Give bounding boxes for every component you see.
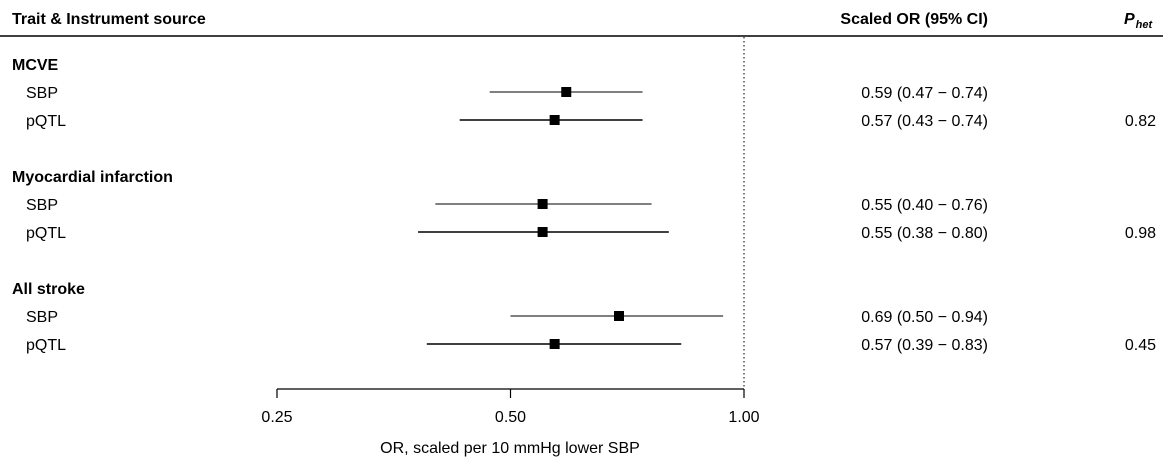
- or-ci-text: 0.55 (0.38 − 0.80): [861, 225, 988, 242]
- header-trait-label: Trait & Instrument source: [12, 11, 206, 28]
- row-label: SBP: [26, 85, 58, 102]
- group-title: Myocardial infarction: [12, 169, 173, 186]
- row-label: pQTL: [26, 113, 66, 130]
- row-label: SBP: [26, 309, 58, 326]
- point-estimate: [549, 115, 560, 125]
- row-label: pQTL: [26, 337, 66, 354]
- x-tick-label: 1.00: [728, 409, 759, 426]
- row-label: pQTL: [26, 225, 66, 242]
- x-axis: 0.25 0.50 1.00: [261, 388, 760, 426]
- header-phet-label: Phet: [1124, 11, 1154, 31]
- or-ci-text: 0.57 (0.39 − 0.83): [861, 337, 988, 354]
- x-tick-label: 0.25: [261, 409, 292, 426]
- or-ci-text: 0.69 (0.50 − 0.94): [861, 309, 988, 326]
- x-axis-label: OR, scaled per 10 mmHg lower SBP: [380, 440, 640, 457]
- point-estimate: [614, 311, 625, 321]
- point-estimate: [537, 227, 548, 237]
- x-tick-label: 0.50: [495, 409, 526, 426]
- point-estimate: [537, 199, 548, 209]
- row-label: SBP: [26, 197, 58, 214]
- group-title: MCVE: [12, 57, 59, 74]
- or-ci-text: 0.59 (0.47 − 0.74): [861, 85, 988, 102]
- header-or-label: Scaled OR (95% CI): [840, 11, 988, 28]
- header-phet-sub: het: [1136, 19, 1154, 31]
- phet-value: 0.98: [1125, 225, 1156, 242]
- or-ci-text: 0.55 (0.40 − 0.76): [861, 197, 988, 214]
- group-title: All stroke: [12, 281, 85, 298]
- phet-value: 0.45: [1125, 337, 1156, 354]
- phet-value: 0.82: [1125, 113, 1156, 130]
- or-ci-text: 0.57 (0.43 − 0.74): [861, 113, 988, 130]
- point-estimate: [549, 339, 560, 349]
- forest-rows: MCVE SBP 0.59 (0.47 − 0.74) pQTL 0.57 (0.43 …: [12, 57, 1156, 354]
- point-estimate: [561, 87, 572, 97]
- header-phet-main: P: [1124, 11, 1135, 28]
